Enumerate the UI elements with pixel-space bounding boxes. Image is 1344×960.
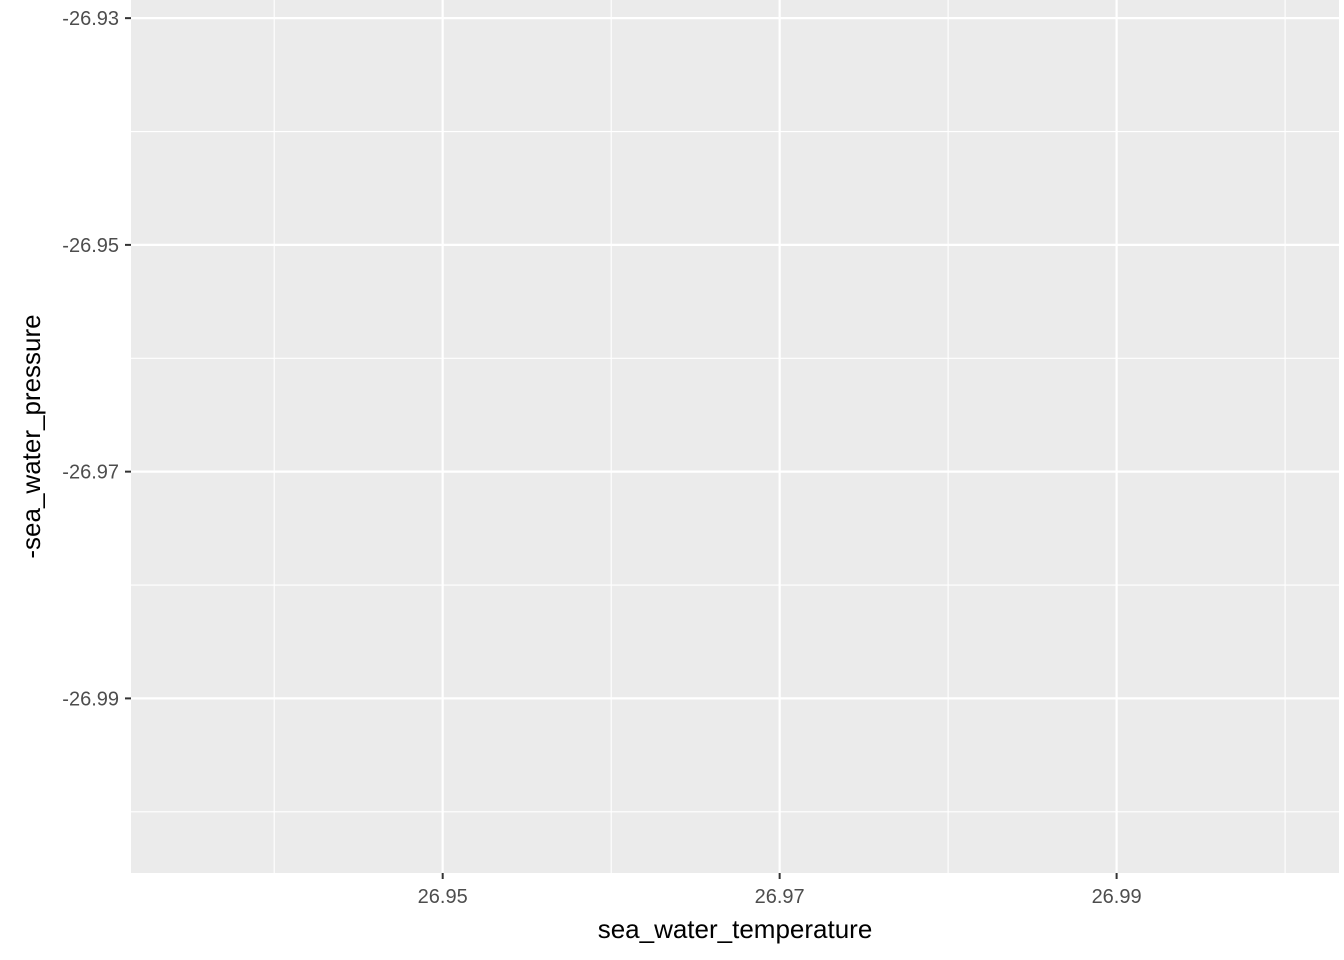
x-axis-title: sea_water_temperature bbox=[598, 914, 873, 944]
y-tick-label: -26.99 bbox=[62, 688, 119, 710]
grid-minor bbox=[131, 0, 1339, 873]
y-axis-ticks: -26.93 -26.95 -26.97 -26.99 bbox=[62, 8, 131, 710]
x-tick-label: 26.97 bbox=[755, 886, 805, 908]
x-axis-ticks: 26.95 26.97 26.99 bbox=[418, 873, 1142, 908]
y-tick-label: -26.93 bbox=[62, 8, 119, 30]
y-tick-label: -26.95 bbox=[62, 235, 119, 257]
y-tick-label: -26.97 bbox=[62, 462, 119, 484]
grid-major bbox=[131, 0, 1339, 873]
x-tick-label: 26.95 bbox=[418, 886, 468, 908]
y-axis-title: -sea_water_pressure bbox=[16, 314, 46, 558]
plot-panel bbox=[131, 0, 1339, 873]
x-tick-label: 26.99 bbox=[1092, 886, 1142, 908]
